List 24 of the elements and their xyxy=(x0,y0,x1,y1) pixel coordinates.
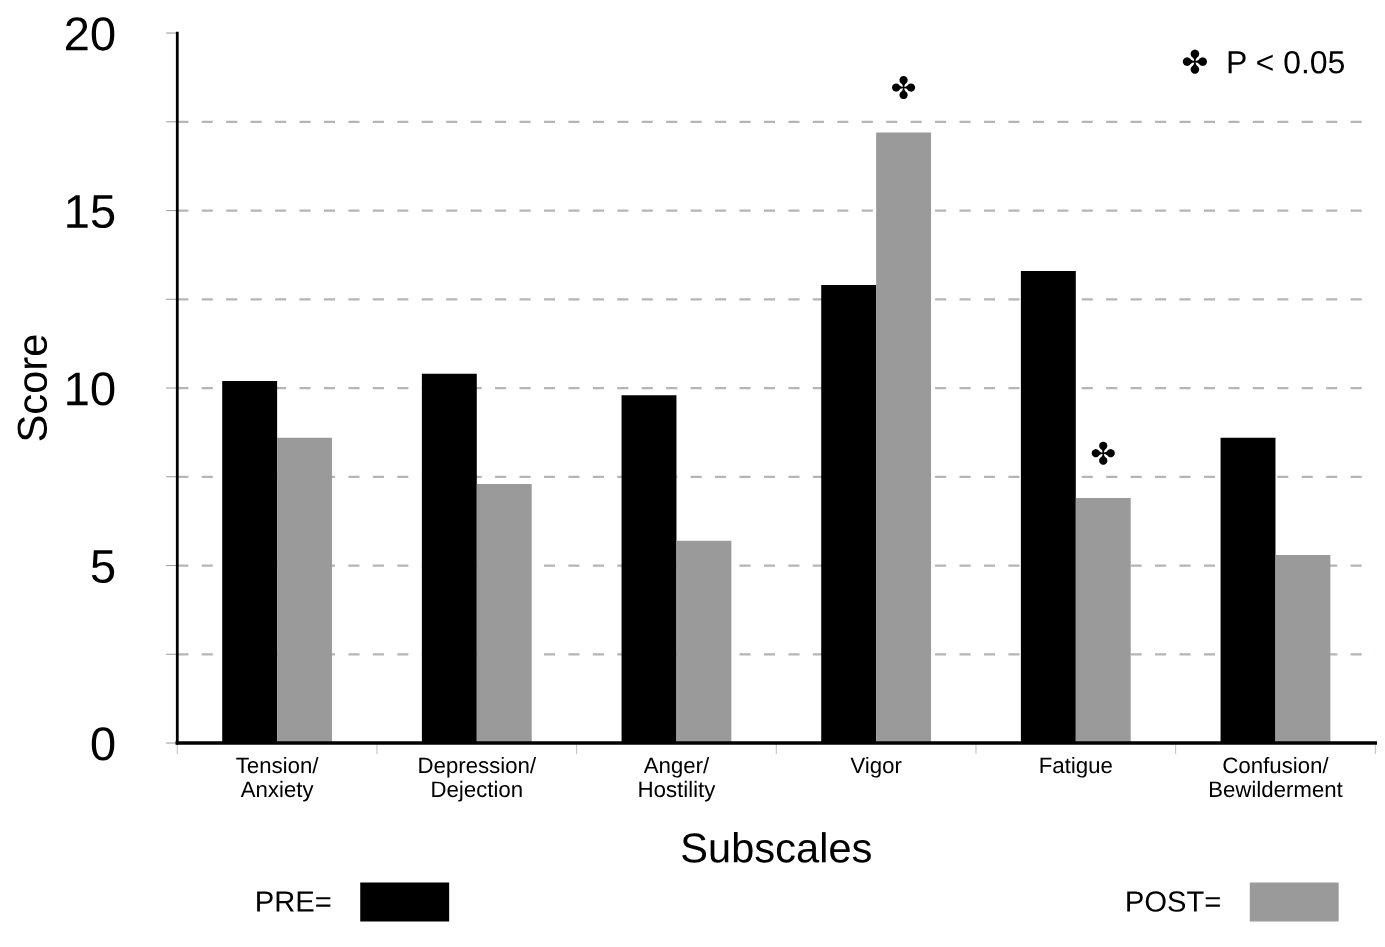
y-axis-title: Score xyxy=(17,335,48,441)
annotation: ✤ xyxy=(1091,441,1115,465)
x-tick-label: Depression/ Dejection xyxy=(419,756,537,802)
y-tick-label: 15 xyxy=(67,195,115,229)
y-tick-label: 10 xyxy=(67,372,115,406)
x-tick-label: Anger/ Hostility xyxy=(639,756,716,802)
bar xyxy=(1275,554,1331,744)
bar xyxy=(277,437,333,744)
x-tick-label: Tension/ Anxiety xyxy=(236,756,319,802)
y-tick-label: 20 xyxy=(66,17,115,51)
x-tick-label: Fatigue xyxy=(1040,756,1112,778)
x-tick-label: Confusion/ Bewilderment xyxy=(1209,756,1343,798)
annotation: ✤ P < 0.05 xyxy=(1182,49,1345,74)
x-tick-label: Vigor xyxy=(850,756,902,778)
bar xyxy=(1075,498,1131,744)
bar xyxy=(876,132,932,744)
y-tick-label: 5 xyxy=(91,550,115,584)
x-axis-title: Subscales xyxy=(682,832,871,863)
legend-label: POST= xyxy=(1127,891,1220,912)
bar xyxy=(476,483,532,744)
bar xyxy=(676,540,732,744)
legend-label: PRE= xyxy=(257,891,331,912)
y-tick-label: 0 xyxy=(91,727,115,761)
annotation: ✤ xyxy=(892,76,916,100)
